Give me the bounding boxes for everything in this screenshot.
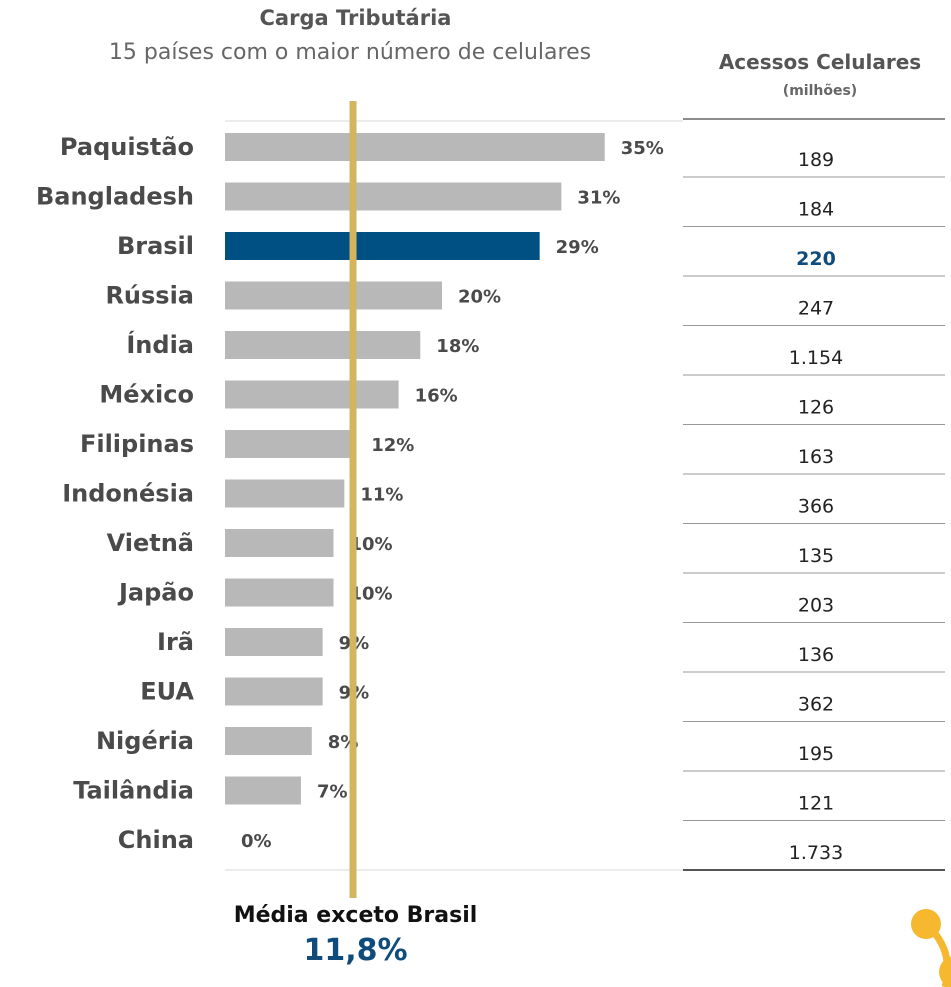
value-label: 35% xyxy=(621,138,664,159)
value-label: 31% xyxy=(577,188,620,209)
access-value: 163 xyxy=(798,446,834,468)
bar xyxy=(225,677,323,706)
category-label: Filipinas xyxy=(80,430,194,458)
bar xyxy=(225,331,421,359)
access-value: 1.733 xyxy=(789,842,843,864)
average-value: 11,8% xyxy=(303,933,408,968)
value-label: 10% xyxy=(350,534,393,555)
value-label: 12% xyxy=(371,435,414,456)
value-label: 11% xyxy=(360,485,403,506)
bar xyxy=(225,430,356,458)
value-label: 7% xyxy=(317,782,348,803)
access-value: 203 xyxy=(798,595,834,617)
category-label: México xyxy=(99,381,194,409)
category-label: Bangladesh xyxy=(36,183,194,211)
value-label: 0% xyxy=(241,831,272,852)
category-label: Tailândia xyxy=(73,777,194,805)
bar xyxy=(225,578,334,607)
access-value: 1.154 xyxy=(789,347,843,369)
access-value: 135 xyxy=(798,545,834,567)
access-value: 136 xyxy=(798,644,834,666)
category-label: EUA xyxy=(140,678,194,706)
bar xyxy=(225,182,562,211)
category-label: Nigéria xyxy=(96,727,194,755)
bar xyxy=(225,281,442,310)
access-value: 121 xyxy=(798,793,834,815)
access-value: 184 xyxy=(798,199,834,221)
access-value: 126 xyxy=(798,397,834,419)
category-label: Japão xyxy=(117,579,194,607)
value-label: 18% xyxy=(436,336,479,357)
category-label: Índia xyxy=(126,330,194,359)
logo-node-icon xyxy=(939,956,951,987)
access-value: 195 xyxy=(798,743,834,765)
bar xyxy=(225,529,334,557)
access-table-header: Acessos Celulares xyxy=(718,50,922,74)
access-value: 362 xyxy=(798,694,834,716)
bar xyxy=(225,727,312,755)
category-label: Brasil xyxy=(117,232,194,260)
access-value: 366 xyxy=(798,496,834,518)
bar-highlight xyxy=(225,232,540,260)
category-label: China xyxy=(118,826,194,854)
bar xyxy=(225,479,345,508)
access-table-subheader: (milhões) xyxy=(782,83,858,99)
category-label: Indonésia xyxy=(62,480,194,508)
category-label: Irã xyxy=(157,628,194,656)
value-label: 16% xyxy=(415,386,458,407)
category-label: Vietnã xyxy=(107,529,194,557)
category-label: Paquistão xyxy=(60,133,194,161)
value-label: 10% xyxy=(350,584,393,605)
category-label: Rússia xyxy=(105,282,194,310)
bar xyxy=(225,628,323,656)
access-value-highlight: 220 xyxy=(796,248,836,270)
average-label: Média exceto Brasil xyxy=(233,903,478,928)
value-label: 29% xyxy=(556,237,599,258)
access-value: 247 xyxy=(798,298,834,320)
average-line xyxy=(349,101,357,898)
chart-title: Carga Tributária xyxy=(259,6,452,30)
access-value: 189 xyxy=(798,149,834,171)
chart-subtitle: 15 países com o maior número de celulare… xyxy=(108,40,592,65)
bar xyxy=(225,776,301,805)
bar xyxy=(225,380,399,409)
value-label: 20% xyxy=(458,287,501,308)
bar xyxy=(225,133,605,161)
